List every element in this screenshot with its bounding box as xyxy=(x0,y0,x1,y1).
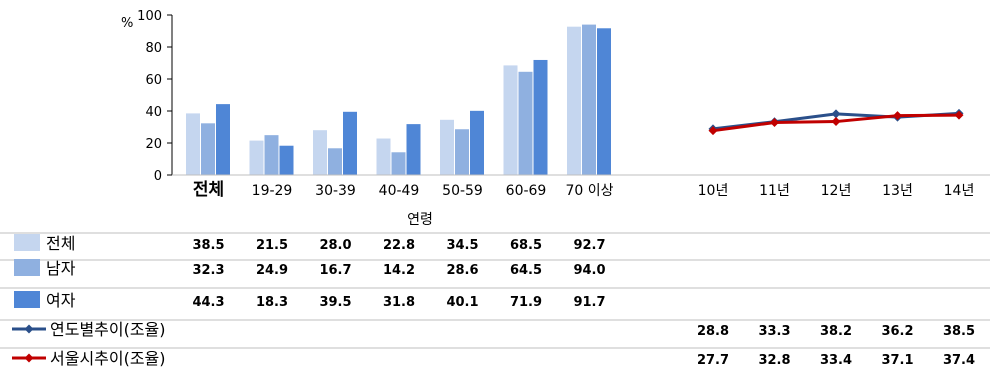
bar xyxy=(186,113,200,175)
bar xyxy=(533,59,548,175)
table-cell: 32.8 xyxy=(758,353,790,368)
y-tick-label: 80 xyxy=(145,41,162,56)
data-table: 전체 38.5 21.5 28.0 22.8 34.5 68.5 92.7 남자 32.3 24.9… xyxy=(12,234,975,368)
x-tick-label: 50-59 xyxy=(442,183,483,199)
legend-label: 전체 xyxy=(46,234,75,253)
data-point xyxy=(954,110,964,120)
table-cell: 91.7 xyxy=(573,295,605,310)
x-axis-title: 연령 xyxy=(407,212,433,228)
bar xyxy=(313,130,327,175)
table-cell: 27.7 xyxy=(697,353,729,368)
line-chart xyxy=(708,108,964,136)
bar xyxy=(440,119,454,175)
y-tick-label: 60 xyxy=(145,73,162,88)
x-tick-label: 40-49 xyxy=(379,183,420,199)
table-cell: 40.1 xyxy=(446,295,478,310)
table-cell: 44.3 xyxy=(192,295,224,310)
table-cell: 16.7 xyxy=(319,263,351,278)
bar xyxy=(343,111,357,175)
x-tick-label: 전체 xyxy=(193,180,224,200)
table-cell: 31.8 xyxy=(383,295,415,310)
table-cell: 32.3 xyxy=(192,263,224,278)
legend-swatch xyxy=(14,291,40,308)
table-cell: 92.7 xyxy=(573,238,605,253)
x-tick-label: 30-39 xyxy=(315,183,356,199)
table-cell: 37.4 xyxy=(943,353,975,368)
table-cell: 33.3 xyxy=(758,324,790,339)
y-tick-label: 0 xyxy=(154,169,162,184)
legend-label: 연도별추이(조율) xyxy=(50,320,166,339)
table-cell: 24.9 xyxy=(256,263,288,278)
x-tick-label: 70 이상 xyxy=(565,183,613,199)
data-point xyxy=(893,111,902,121)
y-axis-unit: % xyxy=(121,16,133,31)
table-cell: 14.2 xyxy=(383,263,415,278)
legend-label: 서울시추이(조율) xyxy=(50,349,166,368)
table-cell: 94.0 xyxy=(573,263,605,278)
x-tick-label: 14년 xyxy=(944,183,975,199)
bar xyxy=(216,104,230,175)
x-tick-label: 19-29 xyxy=(252,183,293,199)
data-point xyxy=(831,117,841,127)
y-tick-label: 100 xyxy=(137,9,162,24)
data-point xyxy=(770,118,779,128)
legend-marker xyxy=(24,353,34,363)
x-tick-label: 13년 xyxy=(882,183,913,199)
bar xyxy=(518,71,533,175)
table-cell: 39.5 xyxy=(319,295,351,310)
table-cell: 38.5 xyxy=(943,324,975,339)
legend-label: 여자 xyxy=(46,291,76,310)
table-cell: 28.8 xyxy=(697,324,729,339)
bar xyxy=(503,65,518,175)
y-tick-label: 20 xyxy=(145,137,162,152)
table-cell: 36.2 xyxy=(881,324,913,339)
x-tick-label: 11년 xyxy=(759,183,790,199)
legend-swatch xyxy=(14,259,40,276)
bar xyxy=(455,129,469,175)
x-tick-label: 60-69 xyxy=(506,183,547,199)
table-cell: 64.5 xyxy=(510,263,542,278)
x-tick-label: 12년 xyxy=(821,183,852,199)
x-tick-label: 10년 xyxy=(698,183,729,199)
bar xyxy=(201,123,215,175)
table-cell: 38.2 xyxy=(820,324,852,339)
bar xyxy=(279,145,294,175)
table-cell: 33.4 xyxy=(820,353,852,368)
table-cell: 22.8 xyxy=(383,238,415,253)
table-cell: 18.3 xyxy=(256,295,288,310)
table-cell: 28.6 xyxy=(446,263,478,278)
bar xyxy=(376,138,391,175)
table-cell: 71.9 xyxy=(510,295,542,310)
bar xyxy=(567,26,581,176)
table-cell: 34.5 xyxy=(446,238,478,253)
bar-chart xyxy=(186,24,611,176)
y-tick-label: 40 xyxy=(145,105,162,120)
axes: 0 20 40 60 80 100% 전체 19-29 30-39 40-49 50-59 60-69… xyxy=(121,9,990,228)
legend-label: 남자 xyxy=(46,259,76,278)
table-cell: 68.5 xyxy=(510,238,542,253)
table-cell: 28.0 xyxy=(319,238,351,253)
bar xyxy=(582,24,596,175)
table-lines xyxy=(0,232,990,349)
bar xyxy=(391,152,406,175)
data-point xyxy=(831,109,841,119)
bar xyxy=(249,140,264,175)
table-cell: 37.1 xyxy=(881,353,913,368)
table-cell: 38.5 xyxy=(192,238,224,253)
legend-swatch xyxy=(14,234,40,251)
table-cell: 21.5 xyxy=(256,238,288,253)
bar xyxy=(264,135,279,175)
bar xyxy=(328,148,342,175)
bar xyxy=(406,124,421,175)
bar xyxy=(597,28,611,176)
bar xyxy=(470,110,484,175)
legend-marker xyxy=(24,324,34,334)
data-point xyxy=(708,126,718,136)
